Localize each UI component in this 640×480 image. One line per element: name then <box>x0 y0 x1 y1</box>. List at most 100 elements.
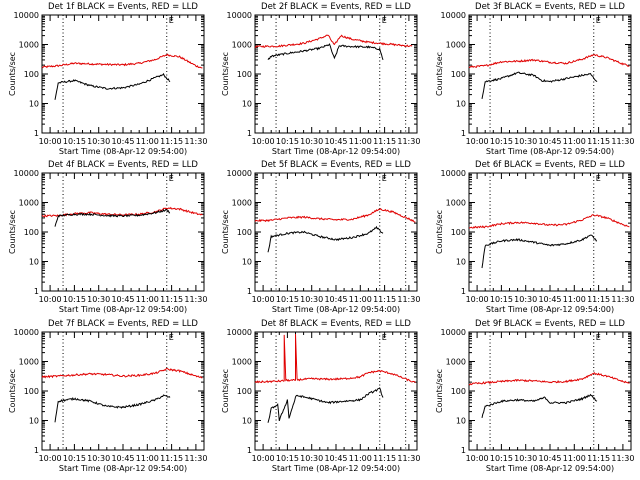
y-tick-label: 1000 <box>19 41 39 50</box>
x-tick-label: 10:45 <box>538 137 561 146</box>
y-tick-label: 10000 <box>14 169 39 178</box>
y-tick-label: 10 <box>456 258 466 267</box>
x-tick-label: 10:00 <box>252 454 275 463</box>
detector-panel: Det 1f BLACK = Events, RED = LLD 1 10 100 10… <box>8 2 207 156</box>
x-tick-label: 11:00 <box>563 454 586 463</box>
y-tick-label: 1 <box>461 129 466 138</box>
x-tick-label: 11:30 <box>397 454 420 463</box>
x-tick-label: 11:30 <box>184 137 207 146</box>
y-tick-label: 10 <box>242 100 252 109</box>
x-tick-label: 10:00 <box>39 137 62 146</box>
x-tick-label: 10:00 <box>39 454 62 463</box>
x-tick-label: 11:15 <box>587 137 610 146</box>
y-axis-label: Counts/sec <box>221 52 230 96</box>
y-tick-label: 10000 <box>227 328 252 337</box>
x-tick-label: 10:15 <box>276 454 299 463</box>
series-line-events <box>481 71 598 99</box>
series-group <box>469 214 630 269</box>
x-tick-label: 10:30 <box>87 454 110 463</box>
series-group <box>254 34 413 61</box>
x-tick-label: 11:30 <box>611 454 634 463</box>
x-tick-label: 10:45 <box>538 295 561 304</box>
x-tick-label: 10:15 <box>276 137 299 146</box>
plot-frame <box>468 331 632 451</box>
plot-frame <box>254 331 418 451</box>
x-axis-label: Start Time (08-Apr-12 09:54:00) <box>59 464 187 473</box>
series-group <box>468 54 630 99</box>
x-tick-label: 10:30 <box>300 295 323 304</box>
detector-panel: Det 5f BLACK = Events, RED = LLD 1 10 100 10… <box>221 160 420 314</box>
y-axis-label: Counts/sec <box>221 210 230 254</box>
detector-panel: Det 9f BLACK = Events, RED = LLD 1 10 100 10… <box>435 319 634 473</box>
y-tick-label: 10000 <box>227 11 252 20</box>
x-tick-label: 11:15 <box>160 295 183 304</box>
x-tick-label: 11:15 <box>373 295 396 304</box>
x-tick-label: 10:30 <box>87 295 110 304</box>
y-tick-label: 100 <box>451 387 466 396</box>
x-tick-label: 11:30 <box>184 454 207 463</box>
x-tick-label: 10:15 <box>63 137 86 146</box>
series-group <box>254 208 416 253</box>
series-line-lld <box>41 53 203 69</box>
detector-panel: Det 7f BLACK = Events, RED = LLD 1 10 100 10… <box>8 319 207 473</box>
x-tick-label: 10:45 <box>538 454 561 463</box>
x-axis-label: Start Time (08-Apr-12 09:54:00) <box>272 147 400 156</box>
x-tick-label: 11:15 <box>373 454 396 463</box>
x-axis-label: Start Time (08-Apr-12 09:54:00) <box>486 464 614 473</box>
y-tick-label: 10000 <box>441 328 466 337</box>
x-tick-label: 11:00 <box>563 295 586 304</box>
series-line-events <box>267 387 384 423</box>
detector-panel: Det 4f BLACK = Events, RED = LLD 1 10 100 10… <box>8 160 207 314</box>
y-tick-label: 100 <box>24 70 39 79</box>
x-tick-label: 11:00 <box>349 137 372 146</box>
chart-title: Det 1f BLACK = Events, RED = LLD <box>48 2 198 12</box>
series-group <box>254 333 416 423</box>
y-tick-label: 10000 <box>441 11 466 20</box>
chart-title: Det 2f BLACK = Events, RED = LLD <box>261 2 411 12</box>
time-marker-label: E <box>596 174 601 183</box>
y-tick-label: 1 <box>461 446 466 455</box>
y-tick-label: 100 <box>24 387 39 396</box>
x-axis-label: Start Time (08-Apr-12 09:54:00) <box>272 305 400 314</box>
y-axis-label: Counts/sec <box>221 369 230 413</box>
x-tick-label: 10:30 <box>514 137 537 146</box>
detector-panel: Det 2f BLACK = Events, RED = LLD 1 10 100 10… <box>221 2 420 156</box>
detector-panel: Det 6f BLACK = Events, RED = LLD 1 10 100 10… <box>435 160 634 314</box>
x-tick-label: 11:15 <box>587 454 610 463</box>
y-tick-label: 100 <box>451 70 466 79</box>
x-tick-label: 10:15 <box>490 137 513 146</box>
x-axis-label: Start Time (08-Apr-12 09:54:00) <box>59 305 187 314</box>
x-tick-label: 11:00 <box>349 295 372 304</box>
x-tick-label: 11:30 <box>611 295 634 304</box>
time-marker-label: E <box>169 333 174 342</box>
series-line-events <box>481 234 597 269</box>
series-line-lld <box>254 333 416 384</box>
series-line-events <box>54 208 171 227</box>
x-tick-label: 10:15 <box>63 454 86 463</box>
series-group <box>41 367 203 423</box>
y-tick-label: 1000 <box>446 199 466 208</box>
y-axis-label: Counts/sec <box>435 369 444 413</box>
x-tick-label: 10:45 <box>324 454 347 463</box>
x-tick-label: 10:00 <box>466 295 489 304</box>
y-tick-label: 1000 <box>232 41 252 50</box>
x-tick-label: 10:15 <box>276 295 299 304</box>
y-tick-label: 1 <box>34 129 39 138</box>
x-tick-label: 11:15 <box>160 454 183 463</box>
y-tick-label: 100 <box>237 228 252 237</box>
y-tick-label: 1000 <box>232 199 252 208</box>
time-marker-label: E <box>382 16 387 25</box>
x-tick-label: 10:30 <box>87 137 110 146</box>
y-tick-label: 10000 <box>14 328 39 337</box>
chart-title: Det 5f BLACK = Events, RED = LLD <box>261 160 411 170</box>
detector-panel: Det 8f BLACK = Events, RED = LLD 1 10 100 10… <box>221 319 420 473</box>
x-axis-label: Start Time (08-Apr-12 09:54:00) <box>272 464 400 473</box>
x-tick-label: 10:00 <box>466 137 489 146</box>
y-tick-label: 1 <box>34 287 39 296</box>
y-tick-label: 1 <box>247 129 252 138</box>
x-axis-label: Start Time (08-Apr-12 09:54:00) <box>59 147 187 156</box>
plot-frame <box>41 14 205 134</box>
y-tick-label: 10 <box>29 100 39 109</box>
x-tick-label: 10:45 <box>111 137 134 146</box>
